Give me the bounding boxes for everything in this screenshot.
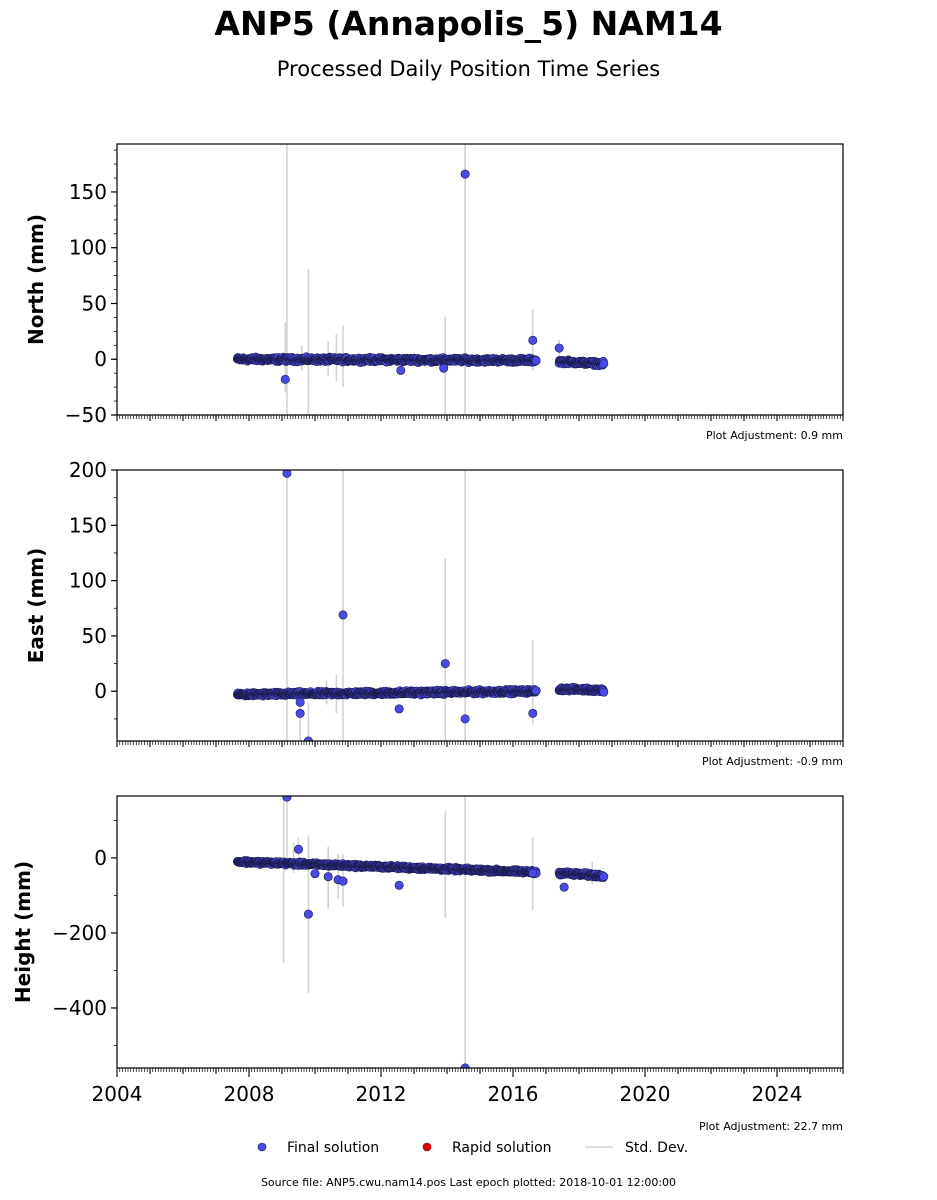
- y-axis-label: North (mm): [24, 214, 48, 345]
- legend-label: Final solution: [287, 1140, 379, 1156]
- data-point: [528, 868, 538, 878]
- data-point: [295, 708, 305, 718]
- data-point: [599, 687, 609, 697]
- chart-subtitle: Processed Daily Position Time Series: [276, 57, 661, 81]
- data-point: [460, 714, 470, 724]
- axes-frame: [116, 143, 844, 416]
- data-point: [528, 708, 538, 718]
- y-tick-label: 0: [94, 846, 107, 870]
- y-axis-label: Height (mm): [11, 861, 35, 1003]
- y-tick-label: −50: [65, 403, 107, 427]
- y-tick-label: 50: [82, 624, 107, 648]
- y-tick-label: 200: [69, 458, 107, 482]
- plot-adjustment: Plot Adjustment: 0.9 mm: [706, 429, 843, 442]
- axes-frame: [116, 795, 844, 1069]
- y-tick-label: −400: [52, 996, 107, 1020]
- data-point: [396, 365, 406, 375]
- x-tick-label: 2016: [488, 1082, 539, 1106]
- data-point: [323, 872, 333, 882]
- data-point: [293, 844, 303, 854]
- data-point: [394, 880, 404, 890]
- y-tick-label: 100: [69, 569, 107, 593]
- data-point: [303, 909, 313, 919]
- data-point: [280, 374, 290, 384]
- legend-label: Rapid solution: [452, 1140, 552, 1156]
- x-tick-label: 2024: [752, 1082, 803, 1106]
- data-point: [440, 659, 450, 669]
- data-point: [599, 359, 609, 369]
- y-tick-label: 0: [94, 679, 107, 703]
- data-point: [310, 869, 320, 879]
- chart-title: ANP5 (Annapolis_5) NAM14: [214, 4, 723, 43]
- x-tick-label: 2008: [224, 1082, 275, 1106]
- source-note: Source file: ANP5.cwu.nam14.pos Last epo…: [260, 1176, 677, 1189]
- y-tick-label: 150: [69, 180, 107, 204]
- y-axis-label: East (mm): [24, 548, 48, 664]
- data-point: [282, 796, 292, 802]
- y-tick-label: −200: [52, 921, 107, 945]
- x-tick-label: 2004: [92, 1082, 143, 1106]
- data-point: [531, 356, 541, 366]
- y-tick-label: 50: [82, 291, 107, 315]
- y-tick-label: 150: [69, 513, 107, 537]
- legend-label: Std. Dev.: [625, 1140, 688, 1156]
- data-point: [439, 363, 449, 373]
- x-tick-label: 2020: [620, 1082, 671, 1106]
- plot-adjustment: Plot Adjustment: -0.9 mm: [702, 755, 843, 768]
- data-point: [554, 343, 564, 353]
- legend-final-marker: [257, 1142, 267, 1152]
- data-point: [531, 686, 541, 696]
- plot-adjustment: Plot Adjustment: 22.7 mm: [699, 1120, 843, 1133]
- data-point: [338, 876, 348, 886]
- data-point: [394, 704, 404, 714]
- y-tick-label: 100: [69, 236, 107, 260]
- data-point: [599, 872, 609, 882]
- x-tick-label: 2012: [356, 1082, 407, 1106]
- data-point: [559, 882, 569, 892]
- data-point: [460, 169, 470, 179]
- legend-rapid-marker: [422, 1142, 432, 1152]
- y-tick-label: 0: [94, 347, 107, 371]
- data-point: [338, 610, 348, 620]
- axes-frame: [116, 469, 844, 742]
- data-point: [295, 697, 305, 707]
- data-point: [528, 335, 538, 345]
